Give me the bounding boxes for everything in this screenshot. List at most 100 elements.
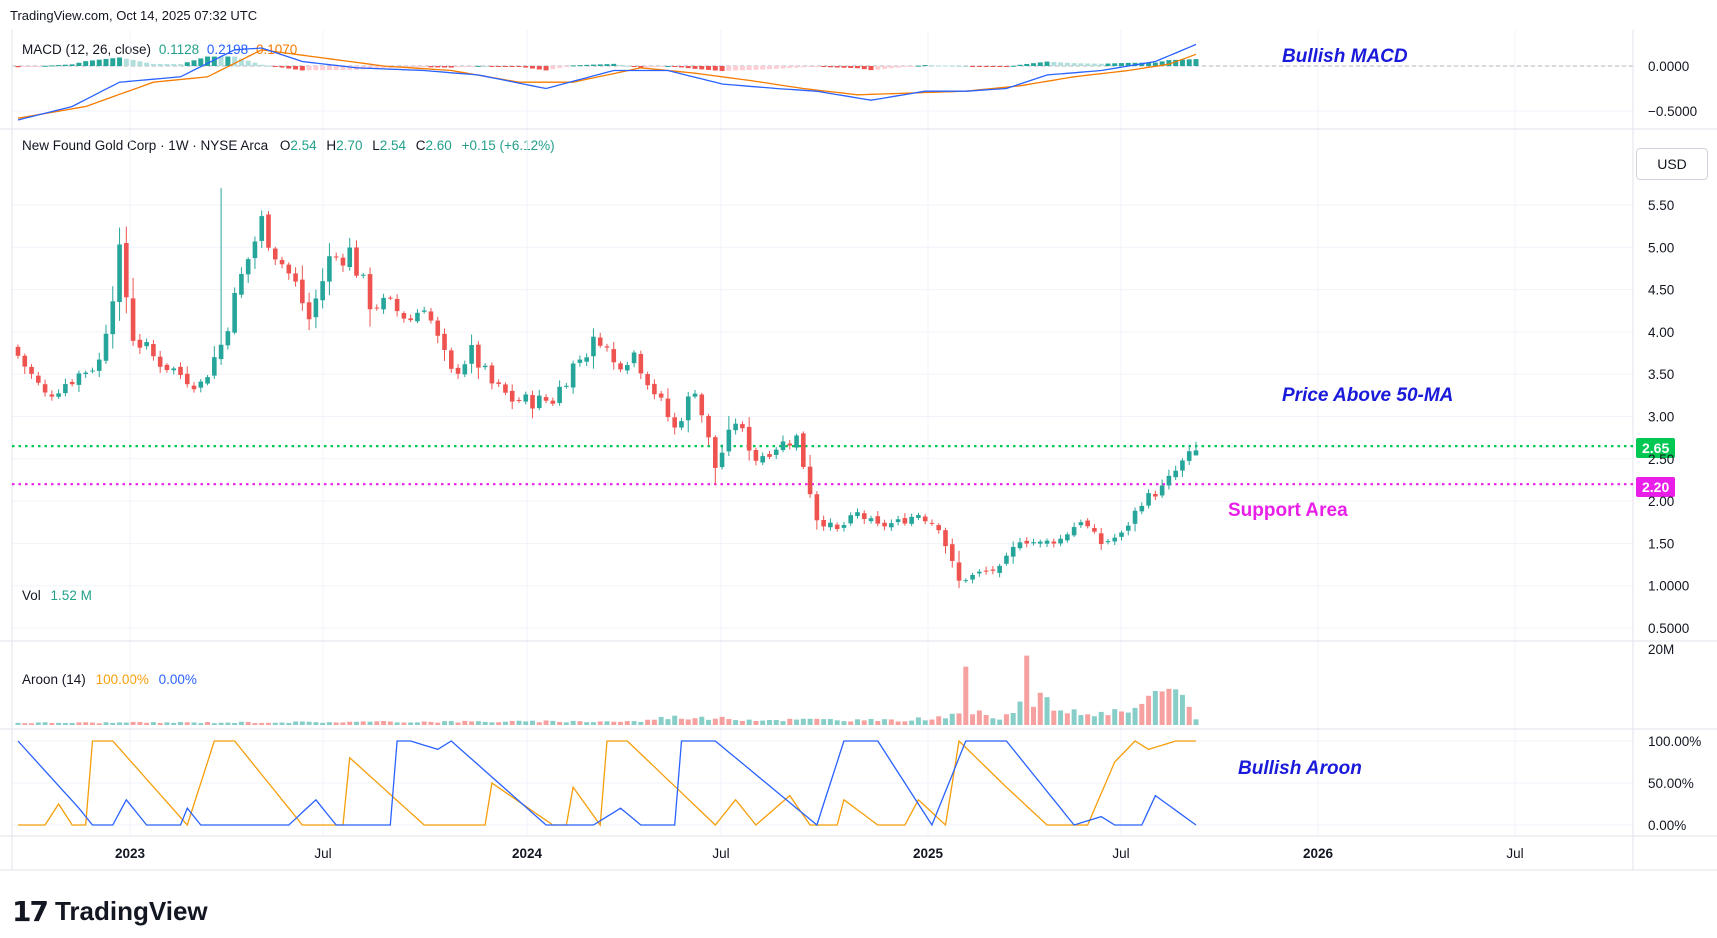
- price-axis-label: 2.50: [1648, 452, 1674, 467]
- candle-body: [746, 426, 752, 451]
- main-legend[interactable]: New Found Gold Corp · 1W · NYSE Arca O2.…: [22, 138, 555, 153]
- candle-body: [821, 520, 826, 527]
- macd-histogram-bar: [699, 66, 705, 70]
- volume-bar: [15, 722, 21, 725]
- macd-histogram-bar: [259, 64, 265, 66]
- volume-bar: [374, 721, 380, 725]
- candle-body: [205, 377, 210, 384]
- candle-body: [388, 297, 393, 299]
- volume-bar: [313, 722, 319, 725]
- macd-legend-value-histogram: 0.2198: [206, 42, 249, 57]
- volume-bar: [89, 722, 95, 725]
- macd-histogram-bar: [482, 66, 488, 67]
- macd-histogram-bar: [137, 61, 143, 66]
- macd-histogram-bar: [685, 66, 691, 69]
- candle-body: [448, 350, 454, 369]
- macd-histogram-bar: [1003, 66, 1009, 67]
- volume-bar: [1071, 709, 1077, 725]
- volume-bar: [550, 720, 556, 725]
- macd-histogram-bar: [171, 64, 177, 66]
- aroon-axis-label: 0.00%: [1648, 818, 1686, 833]
- macd-legend[interactable]: MACD (12, 26, close) 0.1128 0.2198 0.107…: [22, 42, 297, 57]
- grid-lines: [12, 30, 1633, 836]
- candle-body: [828, 522, 833, 528]
- volume-bar: [293, 721, 299, 725]
- candle-body: [144, 342, 149, 347]
- candle-body: [1159, 485, 1165, 496]
- macd-histogram-bar: [665, 66, 671, 67]
- volume-bar: [821, 719, 827, 725]
- macd-histogram-bar: [1098, 63, 1104, 66]
- macd-histogram-bar: [631, 66, 637, 67]
- volume-bar: [475, 721, 481, 725]
- volume-bar: [96, 723, 102, 725]
- volume-bar: [496, 722, 502, 725]
- macd-histogram-bar: [1193, 59, 1199, 66]
- volume-bar: [1125, 712, 1131, 725]
- volume-bar: [570, 720, 576, 725]
- candle-body: [611, 349, 617, 363]
- vol-legend[interactable]: Vol 1.52 M: [22, 588, 92, 603]
- candle-body: [1180, 460, 1185, 471]
- candle-body: [117, 244, 122, 303]
- candle-body: [943, 530, 948, 547]
- candle-body: [496, 382, 501, 384]
- macd-histogram-bar: [198, 58, 204, 66]
- macd-histogram-bar: [265, 65, 271, 67]
- candle-body: [252, 241, 258, 259]
- candle-body: [692, 393, 698, 397]
- axes: 2023 Jul 2024 Jul 2025 Jul 2026 Jul 5.50 5.00 4.50…: [115, 59, 1701, 861]
- time-axis-label: 2023: [115, 846, 146, 861]
- candle-body: [367, 274, 373, 310]
- tradingview-logo-icon: 𝟭𝟳: [12, 895, 49, 928]
- volume-bar: [360, 721, 366, 725]
- footer-logo[interactable]: 𝟭𝟳 TradingView: [12, 895, 208, 928]
- candle-body: [22, 355, 28, 367]
- candle-body: [997, 565, 1002, 573]
- price-axis-label: 1.0000: [1648, 579, 1689, 594]
- price-axis-label: 0.5000: [1648, 621, 1689, 636]
- volume-bar: [909, 720, 915, 725]
- macd-histogram-bar: [1091, 63, 1097, 66]
- volume-bar: [1031, 706, 1036, 725]
- aroon-legend-up: 100.00%: [95, 672, 149, 687]
- candle-body: [1119, 532, 1124, 537]
- macd-histogram-bar: [218, 56, 224, 66]
- candle-body: [1146, 493, 1151, 506]
- candle-body: [949, 544, 955, 561]
- aroon-axis-label: 50.00%: [1648, 776, 1694, 791]
- price-axis-label: 3.00: [1648, 410, 1674, 425]
- volume-bar: [42, 722, 48, 725]
- macd-histogram-bar: [381, 66, 387, 69]
- candle-body: [36, 375, 41, 383]
- price-axis-label: 5.50: [1648, 198, 1674, 213]
- candle-body: [577, 359, 583, 363]
- candle-body: [428, 311, 434, 321]
- candle-body: [279, 259, 285, 265]
- volume-bar: [455, 722, 461, 725]
- macd-histogram-bar: [760, 66, 766, 70]
- currency-button[interactable]: USD: [1636, 148, 1708, 180]
- macd-histogram-bar: [712, 66, 718, 71]
- volume-bar: [1105, 715, 1111, 725]
- volume-bar: [245, 721, 251, 725]
- high-value: 2.70: [336, 138, 363, 153]
- macd-histogram-bar: [1159, 61, 1165, 66]
- aroon-down-line: [17, 740, 1197, 827]
- candle-body: [232, 293, 237, 333]
- volume-bar: [814, 718, 820, 725]
- candle-body: [164, 364, 170, 371]
- macd-histogram-bar: [320, 66, 326, 71]
- macd-histogram-bar: [1166, 60, 1172, 66]
- macd-histogram-bar: [22, 66, 28, 67]
- volume-bar: [936, 716, 942, 725]
- candle-body: [1031, 542, 1036, 544]
- aroon-legend[interactable]: Aroon (14) 100.00% 0.00%: [22, 672, 197, 687]
- macd-histogram-bar: [1105, 63, 1111, 66]
- macd-histogram-bar: [238, 58, 244, 66]
- volume-bar: [326, 722, 332, 725]
- candle-body: [333, 256, 339, 258]
- volume-bar: [584, 722, 590, 725]
- macd-histogram-bar: [428, 66, 434, 68]
